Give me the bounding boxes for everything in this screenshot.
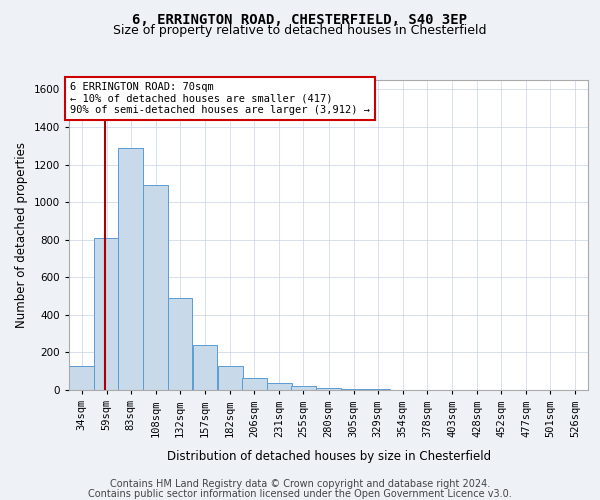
Bar <box>316 388 341 390</box>
Text: 6 ERRINGTON ROAD: 70sqm
← 10% of detached houses are smaller (417)
90% of semi-d: 6 ERRINGTON ROAD: 70sqm ← 10% of detache… <box>70 82 370 115</box>
Bar <box>341 389 366 390</box>
Bar <box>167 298 193 390</box>
Text: Size of property relative to detached houses in Chesterfield: Size of property relative to detached ho… <box>113 24 487 37</box>
Bar <box>291 386 316 390</box>
Bar <box>94 238 119 390</box>
Bar <box>193 345 217 390</box>
Bar <box>143 185 168 390</box>
Text: Contains public sector information licensed under the Open Government Licence v3: Contains public sector information licen… <box>88 489 512 499</box>
Bar <box>69 366 94 390</box>
Bar <box>242 378 266 390</box>
Bar <box>267 384 292 390</box>
Text: Distribution of detached houses by size in Chesterfield: Distribution of detached houses by size … <box>167 450 491 463</box>
Text: 6, ERRINGTON ROAD, CHESTERFIELD, S40 3EP: 6, ERRINGTON ROAD, CHESTERFIELD, S40 3EP <box>133 12 467 26</box>
Y-axis label: Number of detached properties: Number of detached properties <box>15 142 28 328</box>
Text: Contains HM Land Registry data © Crown copyright and database right 2024.: Contains HM Land Registry data © Crown c… <box>110 479 490 489</box>
Bar <box>218 366 242 390</box>
Bar <box>118 148 143 390</box>
